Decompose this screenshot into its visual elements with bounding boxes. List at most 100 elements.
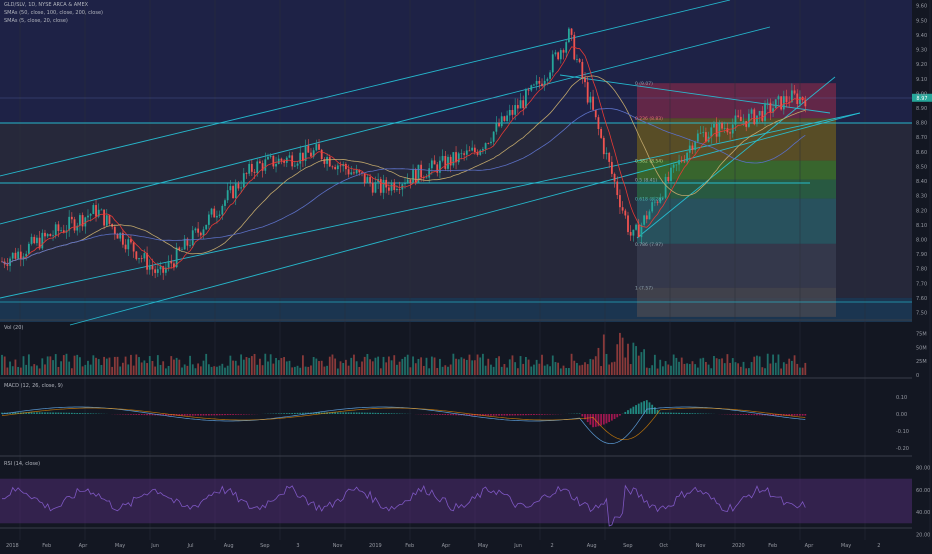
- time-tick-label: May: [841, 543, 851, 549]
- candle-body: [412, 169, 414, 183]
- volume-bar: [286, 361, 288, 375]
- macd-histogram-bar: [141, 414, 143, 415]
- macd-histogram-bar: [393, 413, 395, 414]
- volume-bar: [479, 357, 481, 375]
- time-tick-label: Nov: [333, 543, 343, 549]
- fib-zone-3: [637, 180, 836, 199]
- volume-bar: [404, 357, 406, 375]
- candle-body: [458, 153, 460, 162]
- macd-histogram-bar: [504, 414, 506, 416]
- price-tick-label: 8.40: [916, 179, 927, 185]
- sma-legend-1: SMAs (50, close, 100, close, 200, close): [4, 11, 103, 16]
- volume-bar: [643, 349, 645, 375]
- macd-histogram-bar: [238, 414, 240, 415]
- volume-bar: [716, 358, 718, 375]
- volume-bar: [450, 364, 452, 375]
- volume-bar: [243, 360, 245, 375]
- macd-histogram-bar: [286, 413, 288, 414]
- candle-body: [447, 157, 449, 169]
- volume-bar: [345, 360, 347, 375]
- macd-tick-label: -0.10: [896, 429, 909, 435]
- volume-bar: [407, 355, 409, 375]
- candle-body: [391, 182, 393, 190]
- volume-bar: [616, 344, 618, 375]
- time-tick-label: Sep: [623, 543, 632, 549]
- volume-bar: [291, 367, 293, 375]
- candle-body: [681, 160, 683, 161]
- candle-body: [530, 85, 532, 90]
- volume-bar: [684, 364, 686, 375]
- candle-body: [267, 157, 269, 160]
- candle-body: [786, 96, 788, 102]
- candle-body: [450, 157, 452, 166]
- candle-body: [589, 97, 591, 103]
- volume-bar: [700, 358, 702, 375]
- volume-bar: [627, 344, 629, 375]
- volume-bar: [713, 356, 715, 375]
- volume-bar: [176, 358, 178, 375]
- candle-body: [372, 183, 374, 193]
- time-tick-label: Apr: [79, 543, 89, 549]
- volume-bar: [90, 365, 92, 375]
- volume-bar: [383, 357, 385, 375]
- volume-bar: [197, 363, 199, 375]
- candle-body: [388, 187, 390, 190]
- volume-bar: [366, 354, 368, 375]
- candle-body: [117, 234, 119, 238]
- macd-histogram-bar: [334, 412, 336, 414]
- candle-body: [294, 166, 296, 167]
- candle-body: [614, 174, 616, 182]
- volume-bar: [117, 357, 119, 375]
- macd-histogram-bar: [667, 413, 669, 414]
- candle-body: [92, 205, 94, 214]
- volume-bar: [563, 366, 565, 375]
- candle-body: [289, 155, 291, 157]
- macd-histogram-bar: [794, 414, 796, 416]
- candle-body: [627, 215, 629, 232]
- candle-body: [616, 182, 618, 196]
- volume-bar: [420, 357, 422, 375]
- macd-histogram-bar: [606, 414, 608, 423]
- candle-body: [375, 182, 377, 192]
- volume-bar: [678, 362, 680, 375]
- candle-body: [135, 251, 137, 259]
- volume-bar: [657, 369, 659, 375]
- macd-histogram-bar: [514, 414, 516, 415]
- volume-bar: [624, 358, 626, 375]
- volume-bar: [788, 359, 790, 375]
- macd-histogram-bar: [700, 413, 702, 414]
- candle-body: [485, 143, 487, 149]
- volume-bar: [477, 354, 479, 375]
- macd-histogram-bar: [442, 414, 444, 415]
- candle-body: [471, 148, 473, 151]
- volume-bar: [447, 367, 449, 375]
- candle-body: [546, 79, 548, 81]
- volume-bar: [221, 364, 223, 375]
- candle-body: [624, 211, 626, 216]
- volume-bar: [579, 365, 581, 375]
- candle-body: [710, 127, 712, 136]
- candle-body: [479, 150, 481, 154]
- candle-body: [775, 99, 777, 108]
- volume-bar: [710, 368, 712, 375]
- volume-bar: [772, 355, 774, 375]
- fib-zone-2: [637, 161, 836, 180]
- price-tick-label: 8.50: [916, 164, 927, 170]
- volume-bar: [495, 358, 497, 375]
- candle-body: [638, 225, 640, 237]
- candle-body: [133, 242, 135, 251]
- volume-bar: [388, 357, 390, 375]
- macd-histogram-bar: [294, 413, 296, 414]
- volume-bar: [238, 366, 240, 375]
- candle-body: [756, 116, 758, 125]
- volume-bar: [119, 367, 121, 375]
- macd-histogram-bar: [735, 414, 737, 415]
- macd-histogram-bar: [646, 400, 648, 414]
- macd-histogram-bar: [487, 414, 489, 416]
- volume-bar: [740, 367, 742, 375]
- volume-bar: [431, 357, 433, 375]
- volume-bar: [256, 365, 258, 375]
- macd-histogram-bar: [380, 413, 382, 414]
- volume-bar: [109, 358, 111, 375]
- candle-body: [90, 214, 92, 216]
